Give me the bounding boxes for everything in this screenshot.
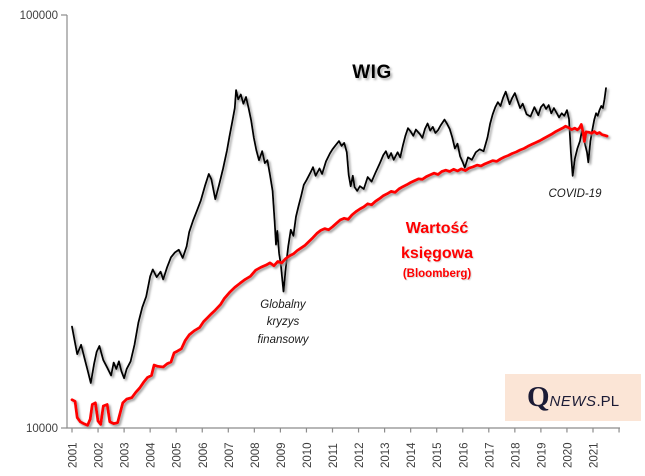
x-tick-label: 2007 [224, 442, 236, 468]
x-tick-label: 2005 [172, 442, 184, 468]
x-tick-label: 2017 [484, 442, 496, 468]
series-label-book-value-line2: księgowa [400, 244, 474, 262]
x-tick-label: 2012 [354, 442, 366, 468]
qnews-logo-news: NEWS [549, 393, 597, 410]
series-label-wig: WIG [352, 62, 392, 83]
series-label-book-value-line1: Wartość [405, 220, 469, 237]
x-tick-label: 2020 [562, 442, 574, 468]
y-tick-label: 100000 [20, 10, 58, 22]
x-tick-label: 2015 [432, 442, 444, 468]
annotation-crisis-line2: kryzys [266, 316, 300, 329]
x-tick-label: 2002 [94, 442, 106, 468]
axes: 10000 100000 2001 2002 2003 2004 2005 2006 2007 2… [20, 10, 620, 468]
x-tick-label: 2009 [276, 442, 288, 468]
annotation-covid: COVID-19 [548, 188, 602, 200]
x-tick-label: 2006 [198, 442, 210, 468]
series-label-book-value: Wartość księgowa (Bloomberg) [377, 217, 497, 281]
y-tick-label: 10000 [26, 423, 58, 435]
qnews-logo-pl: .PL [596, 393, 620, 410]
x-tick-label: 2019 [536, 442, 548, 468]
data-series [70, 87, 609, 427]
annotation-crisis-line1: Globalny [260, 299, 306, 311]
x-tick-label: 2003 [120, 442, 132, 468]
annotation-global-financial-crisis: Globalny kryzys finansowy [228, 297, 338, 349]
book-value-line-series [70, 123, 609, 427]
annotation-crisis-line3: finansowy [257, 333, 309, 346]
series-label-book-value-source: (Bloomberg) [402, 267, 472, 280]
x-tick-label: 2021 [589, 442, 601, 468]
x-tick-label: 2011 [328, 443, 340, 468]
qnews-logo-q: Q [526, 381, 550, 413]
x-tick-label: 2008 [250, 442, 262, 468]
x-tick-label: 2014 [406, 442, 418, 468]
x-tick-label: 2004 [146, 442, 158, 468]
qnews-logo: QNEWS.PL [505, 374, 641, 421]
x-tick-label: 2010 [302, 442, 314, 468]
x-tick-label: 2001 [68, 442, 80, 468]
x-tick-label: 2013 [380, 442, 392, 468]
wig-line-series [71, 87, 607, 384]
qnews-logo-text: QNEWS.PL [527, 381, 619, 414]
x-tick-label: 2016 [458, 442, 470, 468]
x-tick-label: 2018 [510, 442, 522, 468]
